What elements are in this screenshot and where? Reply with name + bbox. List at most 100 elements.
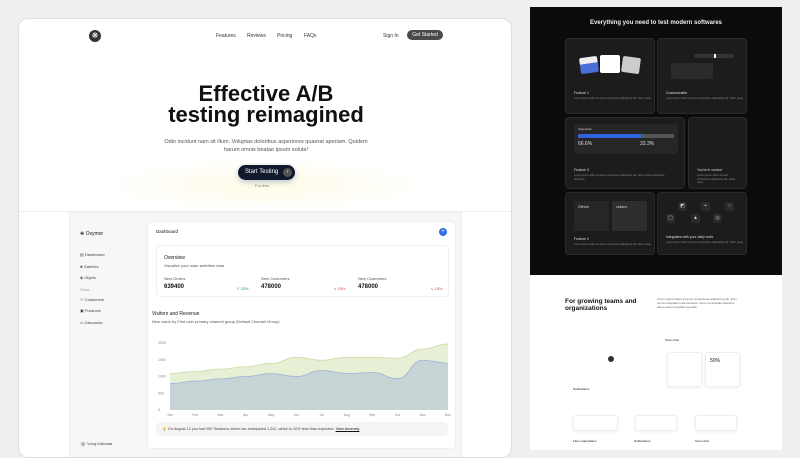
chart-subtitle: New users by First user primary channel … bbox=[152, 319, 280, 324]
sidebar-item-galeries[interactable]: ♣ Galeries bbox=[80, 264, 99, 269]
cta-note: For free bbox=[255, 183, 269, 188]
label: Objets bbox=[84, 275, 96, 280]
hero-subtitle: Odio incidunt nam sit illum. Voluptas do… bbox=[159, 138, 373, 154]
slider[interactable] bbox=[694, 54, 734, 58]
feature-card-customizable: Customizable Lorem ipsum dolor sit amet … bbox=[657, 38, 747, 114]
vercel-icon: ▲ bbox=[691, 214, 700, 223]
dashboard-main: Dashboard + Overview Visualize your main… bbox=[147, 221, 456, 449]
card-title: Integrates with your daily tools bbox=[666, 235, 713, 239]
stat-label: New Customers bbox=[261, 276, 289, 281]
segments-fill bbox=[578, 134, 642, 138]
x-tick-label: Sep bbox=[369, 413, 375, 417]
add-button[interactable]: + bbox=[439, 228, 447, 236]
segments-label: Segments bbox=[578, 127, 592, 131]
logo-icon bbox=[608, 356, 614, 362]
stat-label: New Orders bbox=[164, 276, 185, 281]
stat-change-value: 33% bbox=[240, 286, 248, 291]
nav-features[interactable]: Features bbox=[216, 33, 236, 39]
nav-reviews[interactable]: Reviews bbox=[247, 33, 266, 39]
x-tick-label: Jun bbox=[294, 413, 300, 417]
x-tick-label: Jul bbox=[319, 413, 324, 417]
start-testing-button[interactable]: Start Testing › bbox=[238, 165, 295, 180]
logo-icon[interactable]: ❋ bbox=[89, 30, 101, 42]
x-tick-label: Mar bbox=[218, 413, 225, 417]
x-tick-label: Jan bbox=[167, 413, 173, 417]
card-desc: Lorem ipsum dolor sit amet consectetur a… bbox=[574, 243, 654, 247]
feature-card-2: GitHub column Feature 2 Lorem ipsum dolo… bbox=[565, 192, 655, 255]
feature-card-1: Feature 1 Lorem ipsum dolor sit amet con… bbox=[565, 38, 655, 114]
x-tick-label: Dec bbox=[445, 413, 451, 417]
stat-change: ↗ 33% bbox=[236, 286, 248, 291]
card-desc: Lorem ipsum dolor sit amet consectetur a… bbox=[666, 97, 746, 101]
layout-thumb bbox=[621, 56, 641, 74]
chart-title: Visitors and Revenue bbox=[152, 311, 199, 317]
card-desc: Lorem ipsum dolor sit amet consectetur a… bbox=[697, 174, 742, 185]
sidebar-item-discounts[interactable]: ▭ Discounts bbox=[80, 320, 102, 325]
y-tick-label: 1000 bbox=[158, 375, 166, 379]
teams-desc: Lorem ipsum dolor sit amet consectetur a… bbox=[657, 297, 737, 309]
y-tick-label: 0 bbox=[158, 408, 160, 412]
label: Discounts bbox=[85, 320, 103, 325]
x-tick-label: Apr bbox=[243, 413, 249, 417]
sidebar-item-dashboard[interactable]: ▤ Dashboard bbox=[80, 252, 104, 257]
percent-value: 50% bbox=[710, 358, 720, 364]
openai-icon: ◎ bbox=[713, 214, 722, 223]
brand: ❋ Oxymor bbox=[80, 231, 103, 237]
segment-a: 66.6% bbox=[578, 141, 592, 147]
chart-thumb bbox=[579, 56, 599, 74]
get-started-button[interactable]: Get Started bbox=[407, 30, 443, 40]
x-tick-label: Nov bbox=[420, 413, 426, 417]
dashboard-preview: ❋ Oxymor ▤ Dashboard ♣ Galeries ◈ Objets… bbox=[69, 212, 462, 458]
nav-pricing[interactable]: Pricing bbox=[277, 33, 292, 39]
layout-thumb bbox=[600, 55, 620, 73]
landing-page: ❋ Features Reviews Pricing FAQs Sign In … bbox=[18, 18, 512, 458]
chat-card bbox=[695, 415, 737, 431]
sidebar-item-products[interactable]: ▣ Products bbox=[80, 308, 101, 313]
feature-card-control: You're in control Lorem ipsum dolor sit … bbox=[688, 117, 747, 189]
card-title: Feature 1 bbox=[574, 91, 589, 95]
card-desc: Lorem ipsum dolor sit amet consectetur a… bbox=[574, 97, 654, 101]
stat-change: ↘ 15% bbox=[333, 286, 345, 291]
sidebar-item-objets[interactable]: ◈ Objets bbox=[80, 275, 96, 280]
sidebar-item-customers[interactable]: ⚇ Customers bbox=[80, 297, 104, 302]
nav-faqs[interactable]: FAQs bbox=[304, 33, 317, 39]
notion-icon: ◩ bbox=[678, 202, 687, 211]
alert-text: On August 12 you had 987 Sessions where … bbox=[168, 427, 335, 431]
notifications-label-2: Notifications bbox=[634, 439, 650, 443]
github-widget: GitHub bbox=[574, 201, 609, 231]
label: Dashboard bbox=[85, 252, 105, 257]
card-desc: Lorem ipsum dolor sit amet consectetur a… bbox=[666, 241, 746, 245]
percent-card: 50% bbox=[705, 352, 740, 387]
y-tick-label: 500 bbox=[158, 391, 164, 395]
view-anomaly-link[interactable]: View Anomaly bbox=[336, 427, 360, 431]
notification-card bbox=[573, 415, 618, 431]
x-tick-label: Oct bbox=[395, 413, 400, 417]
x-tick-label: Aug bbox=[344, 413, 350, 417]
teams-section: For growing teams and organizations Lore… bbox=[530, 275, 782, 450]
segments-bar bbox=[578, 134, 674, 138]
flow-label: Flow organization bbox=[573, 439, 597, 443]
stat-change-value: 15% bbox=[337, 286, 345, 291]
label: Customers bbox=[85, 297, 104, 302]
label: Products bbox=[85, 308, 101, 313]
sign-in-link[interactable]: Sign In bbox=[383, 33, 399, 39]
x-tick-label: May bbox=[268, 413, 275, 417]
features-section: Everything you need to test modern softw… bbox=[530, 7, 782, 275]
cta-label: Start Testing bbox=[245, 169, 278, 175]
stat-label: New Customers bbox=[358, 276, 386, 281]
avatars-card bbox=[635, 415, 677, 431]
feature-card-3: Segments 66.6% 33.3% Feature 3 Lorem ips… bbox=[565, 117, 685, 189]
arrow-right-icon: › bbox=[283, 168, 292, 177]
figma-icon: + bbox=[701, 202, 710, 211]
y-tick-label: 2000 bbox=[158, 341, 166, 345]
x-tick-label: Feb bbox=[192, 413, 198, 417]
team-chat-label-2: Team chat bbox=[695, 439, 709, 443]
segments-widget: Segments 66.6% 33.3% bbox=[574, 124, 678, 154]
brand-name: Oxymor bbox=[86, 231, 104, 237]
progress-card bbox=[667, 352, 702, 387]
overview-card: Overview Visualize your main activities … bbox=[156, 245, 449, 297]
sidebar-section: Store bbox=[80, 287, 90, 292]
user-menu[interactable]: M Vung Kakeata bbox=[80, 441, 112, 447]
label: Galeries bbox=[84, 264, 99, 269]
